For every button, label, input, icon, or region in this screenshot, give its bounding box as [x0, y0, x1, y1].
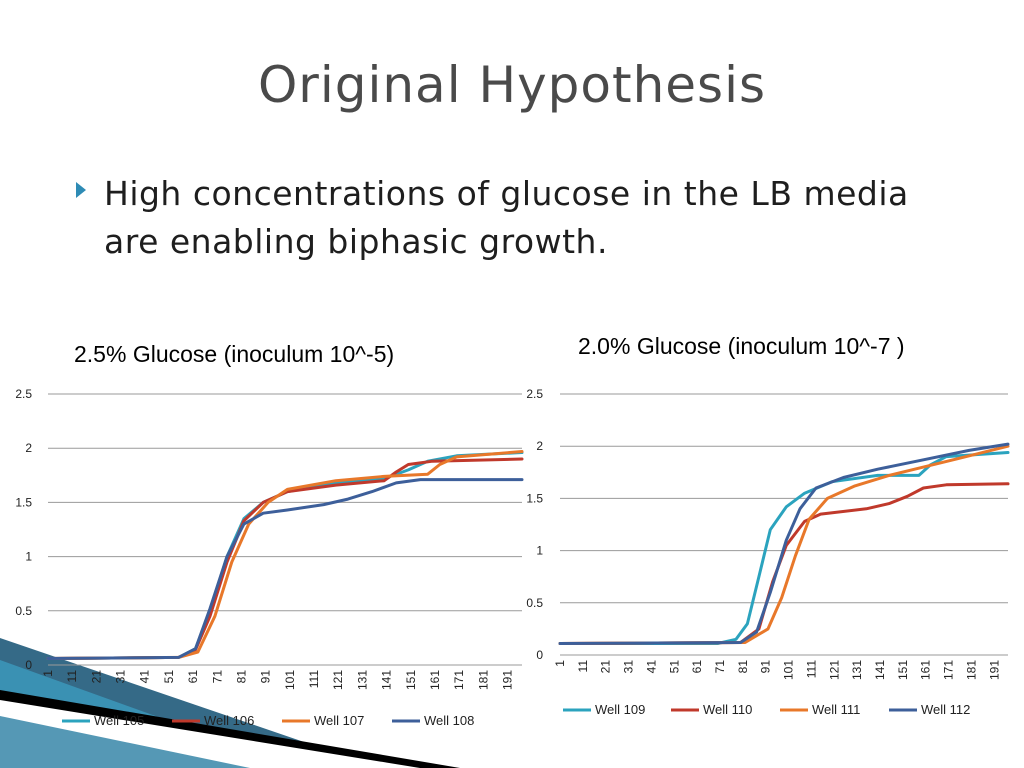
x-tick-label: 21: [599, 660, 613, 674]
legend-label: Well 110: [703, 702, 752, 717]
x-tick-label: 171: [942, 660, 956, 680]
chart-left: 00.511.522.51 11 21 31 41 51 61 71 81 91 101 111 121…: [15, 387, 524, 728]
y-tick-label: 2: [25, 441, 32, 455]
x-tick-label: 151: [404, 670, 418, 690]
x-tick-label: 51: [162, 670, 176, 684]
slide-title: Original Hypothesis: [257, 56, 767, 114]
legend-label: Well 111: [812, 702, 860, 717]
y-tick-label: 0: [25, 658, 32, 672]
x-tick-label: 11: [65, 670, 79, 683]
series-line: [46, 451, 524, 660]
x-tick-label: 121: [827, 660, 841, 680]
x-tick-label: 71: [713, 660, 727, 674]
y-tick-label: 1: [25, 550, 32, 564]
x-tick-label: 191: [987, 660, 1001, 680]
x-tick-label: 101: [283, 670, 297, 690]
x-tick-label: 41: [138, 670, 152, 684]
x-tick-label: 71: [210, 670, 224, 684]
x-tick-label: 121: [331, 670, 345, 690]
y-tick-label: 2.5: [526, 387, 543, 401]
x-tick-label: 91: [759, 660, 773, 674]
series-line: [46, 478, 524, 660]
x-tick-label: 41: [644, 660, 658, 674]
x-tick-label: 171: [452, 670, 466, 690]
series-line: [558, 444, 1010, 645]
y-tick-label: 2.5: [15, 387, 32, 401]
bullet-text: High concentrations of glucose in the LB…: [104, 174, 909, 261]
y-tick-label: 1.5: [15, 495, 32, 509]
x-tick-label: 141: [380, 670, 394, 690]
x-tick-label: 161: [428, 670, 442, 690]
legend-label: Well 106: [204, 713, 254, 728]
series-line: [558, 442, 1010, 645]
legend-label: Well 108: [424, 713, 474, 728]
y-tick-label: 0.5: [526, 596, 543, 610]
y-tick-label: 1.5: [526, 491, 543, 505]
legend-label: Well 109: [595, 702, 645, 717]
series-line: [46, 450, 524, 660]
x-tick-label: 181: [476, 670, 490, 690]
x-tick-label: 31: [114, 670, 128, 684]
x-tick-label: 1: [41, 670, 55, 677]
x-tick-label: 131: [355, 670, 369, 690]
chart-title-left: 2.5% Glucose (inoculum 10^-5): [74, 341, 395, 367]
x-tick-label: 161: [919, 660, 933, 680]
x-tick-label: 111: [307, 670, 321, 689]
x-tick-label: 1: [553, 660, 567, 667]
chart-right: 00.511.522.51 11 21 31 41 51 61 71 81 91 101 111 121…: [526, 387, 1010, 717]
x-tick-label: 51: [667, 660, 681, 674]
x-tick-label: 191: [500, 670, 514, 690]
x-tick-label: 151: [896, 660, 910, 680]
x-tick-label: 31: [622, 660, 636, 674]
x-tick-label: 111: [804, 660, 818, 679]
x-tick-label: 181: [964, 660, 978, 680]
y-tick-label: 2: [536, 439, 543, 453]
legend-label: Well 112: [921, 702, 970, 717]
x-tick-label: 61: [690, 660, 704, 674]
x-tick-label: 81: [234, 670, 248, 684]
x-tick-label: 141: [873, 660, 887, 680]
x-tick-label: 101: [782, 660, 796, 680]
x-tick-label: 11: [576, 660, 590, 673]
x-tick-label: 131: [850, 660, 864, 680]
x-tick-label: 81: [736, 660, 750, 674]
legend-label: Well 105: [94, 713, 144, 728]
x-tick-label: 61: [186, 670, 200, 684]
x-tick-label: 91: [259, 670, 273, 684]
y-tick-label: 0: [536, 648, 543, 662]
x-tick-label: 21: [89, 670, 103, 684]
legend-label: Well 107: [314, 713, 364, 728]
y-tick-label: 1: [536, 544, 543, 558]
decorative-corner-shape: [0, 638, 460, 768]
chart-title-right: 2.0% Glucose (inoculum 10^-7 ): [578, 333, 905, 359]
bullet-arrow-icon: [76, 182, 86, 198]
series-line: [46, 457, 524, 660]
y-tick-label: 0.5: [15, 604, 32, 618]
